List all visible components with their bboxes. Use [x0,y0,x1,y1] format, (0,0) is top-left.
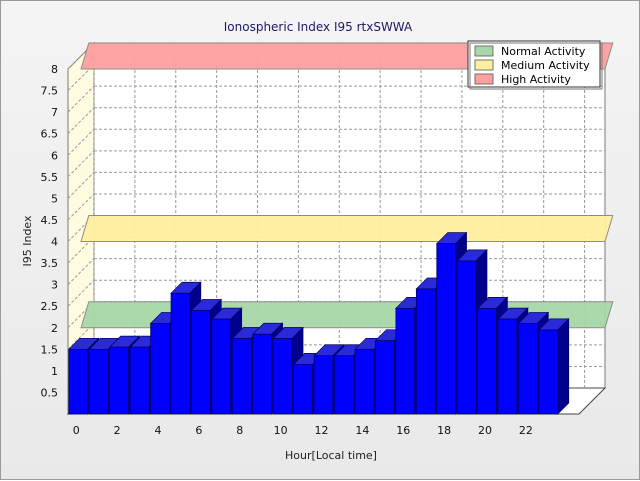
bar-front [375,340,395,415]
bar-front [497,318,518,415]
y-tick-label: 8 [51,63,58,76]
y-tick-label: 5.5 [41,171,59,184]
x-axis-ticks: 0 2 4 6 8 10 12 14 16 18 20 22 [73,424,533,437]
bar-side [557,318,570,415]
y-axis-ticks: 0.5 1 1.5 2 2.5 3 3.5 4 4.5 5 5.5 6 6.5 7 7.5 8 [41,63,59,399]
y-tick-label: 4.5 [41,214,59,227]
gridline-side [67,172,95,199]
y-tick-label: 1 [51,365,58,378]
x-tick-label: 0 [73,424,80,437]
legend-swatch [474,59,494,71]
bar-front [272,338,293,415]
legend-label: Normal Activity [501,45,586,58]
x-tick-label: 4 [154,424,161,437]
y-tick-label: 1.5 [41,343,59,356]
bar [538,318,570,415]
legend-shadow [469,42,603,90]
legend-label: High Activity [501,73,571,86]
legend-swatch [474,73,494,85]
y-tick-label: 7 [51,106,58,119]
bar-front [88,348,109,415]
bar-front [313,355,334,415]
y-tick-label: 5 [51,192,58,205]
y-tick-label: 4 [51,236,58,249]
band-medium-activity [80,215,614,242]
x-tick-label: 16 [396,424,410,437]
bar-front [191,310,211,415]
bar-front [211,318,232,415]
y-tick-label: 0.5 [41,386,59,399]
bar-front [150,323,170,415]
gridline-side [67,128,95,156]
gridline-side [67,107,95,135]
x-tick-label: 20 [478,424,492,437]
bar-front [477,307,497,415]
x-axis-label: Hour[Local time] [285,449,377,462]
bar-front [293,364,313,415]
bar-front [252,333,272,415]
bar-front [354,348,375,415]
bar-front [129,346,150,415]
legend-label: Medium Activity [501,59,590,72]
bar-front [456,260,477,415]
y-axis-label: I95 Index [21,215,34,267]
gridline-side [67,279,95,307]
y-tick-label: 3.5 [41,257,59,270]
bar-front [231,338,252,415]
y-tick-label: 3 [51,279,58,292]
bar-front [109,346,129,415]
gridline-side [67,150,95,178]
bar-front [415,288,436,415]
y-tick-label: 7.5 [41,85,59,98]
bar-front [68,348,88,415]
x-tick-label: 2 [114,424,121,437]
x-tick-label: 22 [519,424,533,437]
y-tick-label: 6.5 [41,128,59,141]
x-tick-label: 18 [437,424,451,437]
gridline-side [67,193,95,221]
bar-front [518,323,538,415]
gridline-side [67,85,95,113]
y-tick-label: 6 [51,149,58,162]
bar-front [538,329,559,415]
bar-front [395,307,416,415]
y-tick-label: 2.5 [41,300,59,313]
x-tick-label: 6 [195,424,202,437]
x-tick-label: 8 [236,424,243,437]
bar-front [334,355,354,415]
bars [67,231,570,415]
bar-front [170,292,191,415]
x-tick-label: 14 [355,424,369,437]
y-tick-label: 2 [51,322,58,335]
chart-title: Ionospheric Index I95 rtxSWWA [224,20,413,34]
bar-front [436,243,456,415]
x-tick-label: 12 [315,424,329,437]
legend-swatch [474,45,494,57]
gridline-side [67,258,95,285]
x-tick-label: 10 [274,424,288,437]
